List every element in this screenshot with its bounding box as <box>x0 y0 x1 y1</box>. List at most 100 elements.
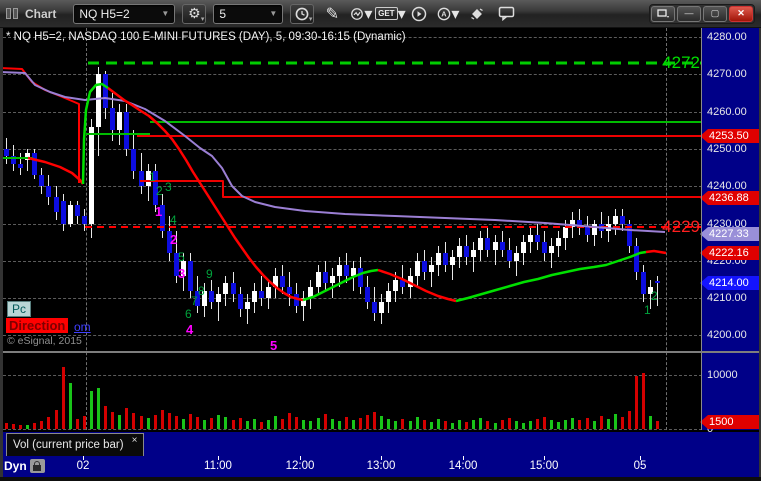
candle <box>520 242 526 254</box>
popout-button[interactable] <box>651 5 675 22</box>
time-label: 11:00 <box>204 460 232 472</box>
candle <box>527 234 533 243</box>
candle <box>386 290 392 302</box>
volume-bar <box>528 420 532 429</box>
setup-count-green: 3 <box>165 180 172 194</box>
volume-bar <box>380 416 384 429</box>
setup-count-green: 8 <box>198 284 205 298</box>
candle <box>577 219 583 228</box>
volume-bar <box>75 419 79 429</box>
price-tag: 1500 <box>700 415 759 429</box>
candle <box>216 294 222 302</box>
window-bottom-border <box>0 477 761 481</box>
candle <box>450 257 456 265</box>
setup-count-magenta: 4 <box>186 322 194 337</box>
volume-pane[interactable] <box>3 353 702 430</box>
volume-bar <box>174 416 178 429</box>
candle <box>46 186 52 198</box>
candle-wick <box>657 275 659 306</box>
volume-bar <box>557 421 561 429</box>
tab-volume-study[interactable]: Vol (current price bar) × <box>6 433 145 456</box>
volume-bar <box>642 372 646 429</box>
time-label: 13:00 <box>366 460 396 472</box>
quote-refresh-button[interactable]: ▾ <box>350 3 372 25</box>
candle-wick <box>452 249 454 280</box>
volume-bar <box>415 417 419 429</box>
volume-bar <box>182 419 185 429</box>
candle-wick <box>246 294 248 325</box>
get-data-button[interactable]: GET ▾ <box>375 3 406 25</box>
candle <box>60 201 66 224</box>
candle <box>188 260 194 291</box>
tab-volume-label: Vol (current price bar) <box>13 439 124 451</box>
play-button[interactable] <box>408 3 430 25</box>
close-icon[interactable]: × <box>131 435 138 446</box>
interval-combo-value: 5 <box>219 6 227 21</box>
pane-splitter[interactable] <box>3 351 759 353</box>
chevron-down-icon: ▾ <box>308 15 313 23</box>
candle-wick <box>650 279 652 310</box>
volume-bar <box>281 419 285 429</box>
draw-tool-button[interactable]: ✎ <box>321 3 343 25</box>
close-button[interactable]: ✕ <box>729 5 753 22</box>
candle <box>584 227 590 235</box>
h-gridline <box>3 149 702 150</box>
symbol-settings-button[interactable]: ⚙ ▾ <box>182 3 207 24</box>
comment-button[interactable] <box>495 3 517 25</box>
volume-bar <box>33 423 37 429</box>
maximize-button[interactable]: ▢ <box>703 5 727 22</box>
volume-bar <box>54 410 58 429</box>
h-gridline <box>3 37 702 38</box>
chevron-down-icon: ▼ <box>269 9 278 18</box>
volume-bar <box>224 417 228 429</box>
time-settings-button[interactable]: ▾ <box>290 3 315 24</box>
volume-bar <box>514 421 518 429</box>
candle <box>223 283 229 295</box>
auto-trade-button[interactable]: A ▾ <box>437 3 459 25</box>
volume-bar <box>97 387 101 429</box>
volume-bar <box>543 417 547 429</box>
price-tag: 4227.33 <box>700 227 759 241</box>
candle <box>294 294 300 306</box>
axis-tick-label: 4270.00 <box>707 68 747 80</box>
key-level-label: 4229 <box>662 217 700 236</box>
candle <box>605 223 611 231</box>
candle <box>563 227 569 239</box>
candle <box>53 197 59 213</box>
time-label: 02 <box>76 460 90 472</box>
volume-bar <box>139 416 143 429</box>
axis-tick-label: 4280.00 <box>707 31 747 43</box>
volume-bar <box>118 414 122 429</box>
candle <box>407 275 413 287</box>
key-level-label: 4272 <box>662 53 700 72</box>
chevron-down-icon: ▼ <box>161 9 170 18</box>
time-axis[interactable] <box>3 456 759 477</box>
clock-icon <box>295 7 309 20</box>
minimize-button[interactable]: — <box>677 5 701 22</box>
candle <box>457 245 463 258</box>
candle <box>67 204 73 224</box>
candle <box>549 245 555 254</box>
volume-bar <box>394 421 398 429</box>
volume-bar <box>359 417 362 429</box>
volume-bar <box>68 383 72 429</box>
symbol-combo[interactable]: NQ H5=2 ▼ <box>73 3 176 24</box>
window-controls: — ▢ ✕ <box>649 3 755 24</box>
volume-bar <box>252 418 256 429</box>
eraser-button[interactable] <box>466 3 488 25</box>
candle <box>499 242 505 250</box>
volume-bar <box>536 419 539 429</box>
h-gridline <box>3 261 702 262</box>
candle <box>308 286 314 299</box>
lock-icon[interactable] <box>30 459 45 473</box>
volume-bar <box>344 416 348 429</box>
interval-combo[interactable]: 5 ▼ <box>213 3 284 24</box>
volume-bar <box>288 413 292 429</box>
volume-bar <box>266 419 270 429</box>
watermark-link[interactable]: om <box>74 320 91 334</box>
volume-bar <box>160 409 164 429</box>
volume-bar <box>238 417 242 429</box>
volume-bar <box>19 425 23 429</box>
candle-wick <box>303 290 305 321</box>
